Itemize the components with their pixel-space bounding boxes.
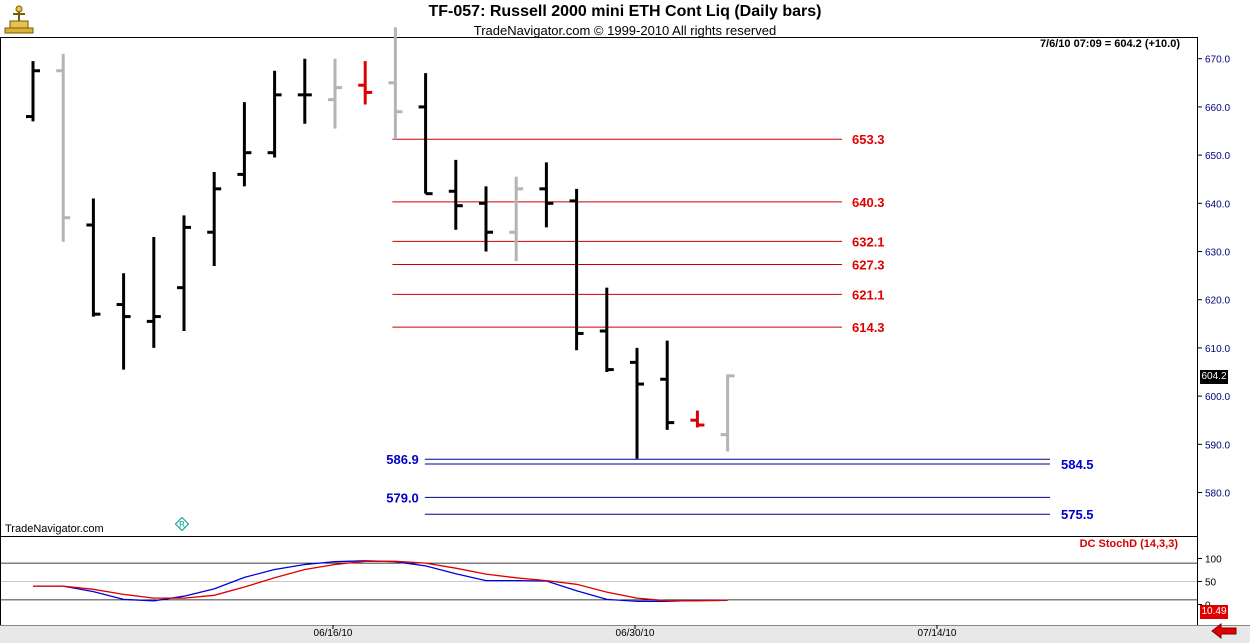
stochastic-label: DC StochD (14,3,3) (1079, 538, 1178, 550)
price-axis-label: 600.0 (1205, 392, 1230, 403)
price-bar (599, 287, 614, 372)
price-bar (690, 410, 705, 428)
svg-text:R: R (179, 521, 185, 531)
price-bar (539, 162, 554, 228)
price-bar (207, 171, 222, 266)
price-bar (720, 374, 735, 452)
price-bar (297, 58, 312, 124)
price-readout: 7/6/10 07:09 = 604.2 (+10.0) (1039, 38, 1180, 50)
date-axis-label: 06/16/10 (314, 628, 353, 639)
registered-mark-icon: R (175, 517, 189, 531)
stoch-axis-label: 50 (1205, 578, 1217, 589)
trade-navigator-logo-icon (4, 5, 34, 34)
price-axis-label: 650.0 (1205, 151, 1230, 162)
price-bar (237, 102, 252, 187)
price-bar (660, 340, 675, 430)
date-axis-label: 06/30/10 (616, 628, 655, 639)
price-axis-label: 640.0 (1205, 199, 1230, 210)
date-axis-label: 07/14/10 (918, 628, 957, 639)
stoch-axis-label: 100 (1205, 555, 1222, 566)
support-label: 586.9 (386, 452, 419, 467)
support-label: 575.5 (1061, 507, 1094, 522)
price-bar (630, 347, 644, 459)
price-bar (328, 58, 342, 129)
back-arrow-icon[interactable] (1210, 623, 1238, 639)
resistance-label: 621.1 (852, 287, 885, 302)
price-bar (388, 27, 403, 140)
price-bar (86, 198, 101, 317)
stochastic-line-d (33, 560, 728, 602)
resistance-label: 627.3 (852, 258, 885, 273)
price-bar (26, 61, 40, 122)
resistance-label: 632.1 (852, 234, 885, 249)
price-bar (418, 73, 433, 196)
price-axis-label: 610.0 (1205, 344, 1230, 355)
price-axis-label: 580.0 (1205, 489, 1230, 500)
watermark-text: TradeNavigator.com (5, 523, 104, 535)
resistance-label: 614.3 (852, 320, 885, 335)
resistance-label: 653.3 (852, 132, 885, 147)
chart-title: TF-057: Russell 2000 mini ETH Cont Liq (… (428, 3, 822, 20)
price-bar (509, 176, 524, 262)
last-price-box: 604.2 (1200, 370, 1228, 384)
price-bar (358, 61, 373, 105)
price-bar (267, 70, 282, 158)
date-axis-band (0, 625, 1250, 643)
stochastic-value-box: 10.49 (1200, 605, 1228, 619)
support-label: 584.5 (1061, 457, 1094, 472)
resistance-label: 640.3 (852, 195, 885, 210)
support-label: 579.0 (386, 490, 419, 505)
price-bar (479, 186, 493, 252)
price-axis-label: 660.0 (1205, 103, 1230, 114)
price-bar (448, 159, 463, 230)
price-bar (146, 237, 161, 348)
price-bar (56, 53, 71, 242)
price-axis-label: 590.0 (1205, 440, 1230, 451)
price-bar (569, 188, 584, 351)
price-axis-label: 670.0 (1205, 55, 1230, 66)
price-bar (177, 215, 191, 332)
copyright-subtitle: TradeNavigator.com © 1999-2010 All right… (473, 23, 777, 38)
price-bar (116, 273, 131, 370)
price-axis-label: 620.0 (1205, 296, 1230, 307)
price-axis-label: 630.0 (1205, 248, 1230, 259)
